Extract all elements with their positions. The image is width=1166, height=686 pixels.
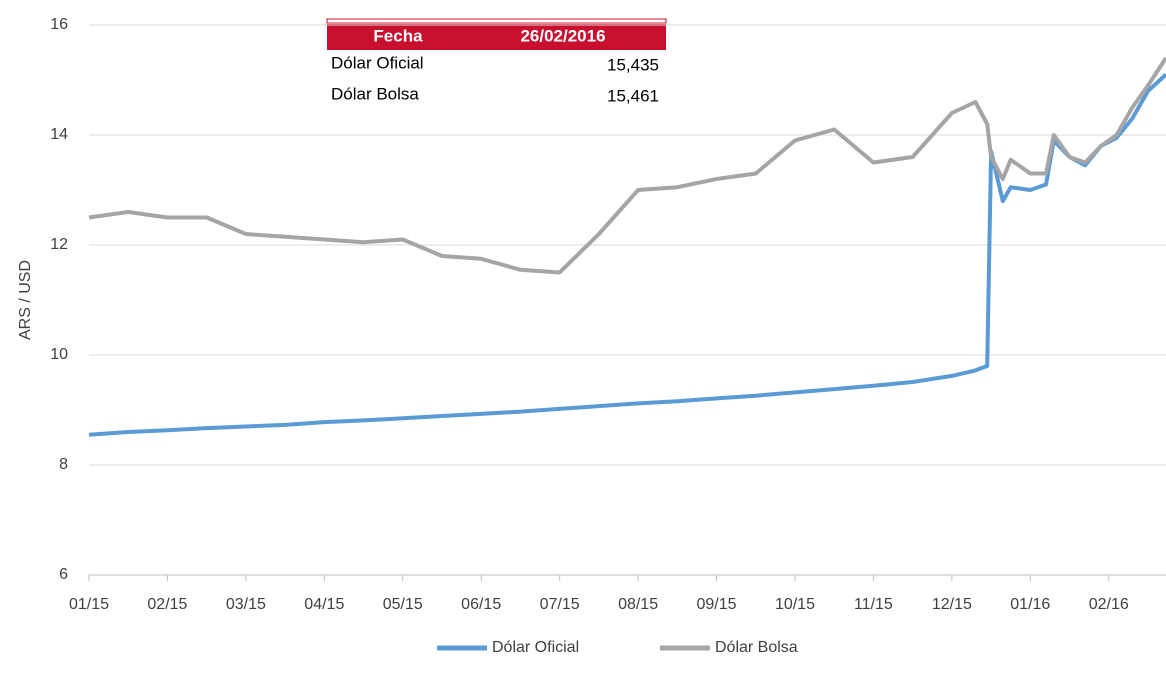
x-tick-label: 05/15 [383,596,423,613]
x-tick-label: 08/15 [618,596,658,613]
y-axis-label: ARS / USD [17,260,34,340]
table-cell: 15,435 [607,55,659,74]
y-tick-label: 10 [50,346,68,363]
x-tick-label: 07/15 [540,596,580,613]
y-tick-label: 16 [50,16,68,33]
x-tick-label: 03/15 [226,596,266,613]
table-cell: Dólar Oficial [331,53,424,72]
x-tick-label: 01/15 [69,596,109,613]
legend-label: Dólar Bolsa [715,639,798,656]
table-top [326,18,667,24]
y-tick-label: 8 [59,456,68,473]
table-cell: Dólar Bolsa [331,84,419,103]
y-tick-label: 12 [50,236,68,253]
x-tick-label: 12/15 [932,596,972,613]
x-tick-label: 04/15 [304,596,344,613]
line-series [88,73,1166,437]
x-tick-label: 11/15 [854,596,893,613]
x-tick-label: 10/15 [775,596,815,613]
x-tick-label: 01/16 [1010,596,1050,613]
table-header-cell: Fecha [373,26,423,45]
line-series [88,56,1166,275]
x-tick-label: 06/15 [461,596,501,613]
y-tick-label: 6 [59,566,68,583]
table-cell: 15,461 [607,86,659,105]
x-tick-label: 09/15 [697,596,737,613]
x-tick-label: 02/15 [147,596,187,613]
table-header-cell: 26/02/2016 [520,26,605,45]
legend-label: Dólar Oficial [492,639,579,656]
table-header [327,24,666,50]
x-tick-label: 02/16 [1089,596,1129,613]
y-tick-label: 14 [50,126,68,143]
